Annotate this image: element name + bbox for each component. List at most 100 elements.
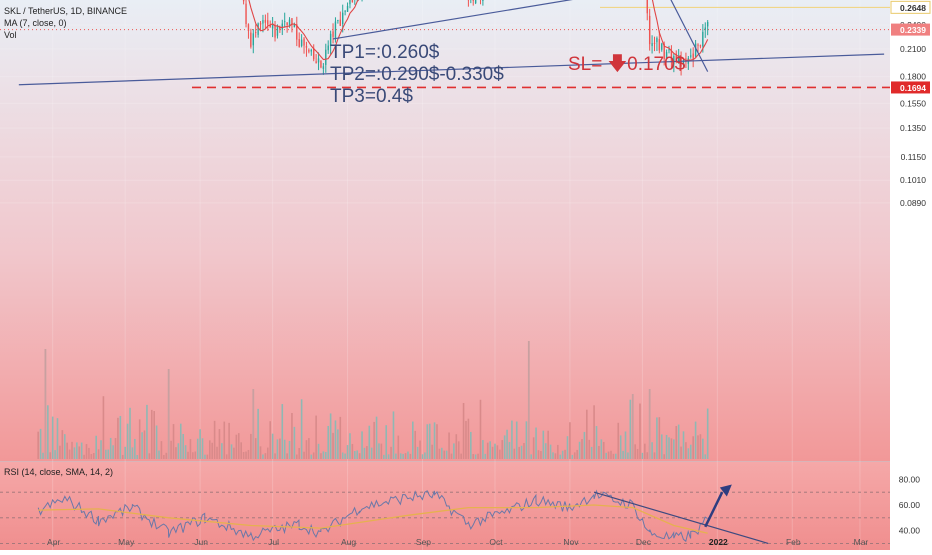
volume-bar: [223, 422, 225, 459]
volume-bar: [226, 454, 228, 459]
volume-bar: [93, 453, 95, 459]
volume-bar: [678, 425, 680, 459]
volume-bar: [596, 426, 598, 459]
volume-bar: [194, 451, 196, 459]
price-level-tag-label: 0.2339: [900, 25, 926, 35]
volume-bar: [257, 409, 259, 459]
volume-bar: [492, 447, 494, 459]
volume-bar: [673, 439, 675, 459]
volume-bar: [231, 444, 233, 459]
volume-bar: [54, 450, 56, 459]
candle-body: [248, 24, 249, 31]
volume-bar: [695, 422, 697, 459]
volume-bar: [552, 452, 554, 459]
volume-bar: [173, 424, 175, 459]
volume-bar: [482, 440, 484, 459]
volume-bar: [586, 410, 588, 459]
volume-bar: [470, 432, 472, 459]
volume-bar: [136, 455, 138, 459]
volume-bar: [485, 454, 487, 459]
price-level-tag-label: 0.2648: [900, 3, 926, 13]
price-tick-label: 0.1800: [900, 72, 926, 82]
volume-bar: [342, 452, 344, 459]
volume-bar: [622, 451, 624, 459]
volume-bar: [668, 437, 670, 459]
candle-body: [250, 33, 251, 47]
volume-bar: [298, 448, 300, 459]
volume-bar: [634, 444, 636, 459]
volume-bar: [494, 444, 496, 459]
volume-bar: [412, 422, 414, 459]
time-tick-label: Apr: [47, 537, 60, 547]
volume-bar: [59, 446, 61, 459]
volume-bar: [146, 405, 148, 459]
volume-bar: [557, 445, 559, 459]
volume-bar: [562, 451, 564, 459]
candle-body: [690, 55, 691, 56]
volume-bar: [170, 441, 172, 459]
candle-body: [311, 50, 312, 52]
volume-bar: [344, 454, 346, 459]
volume-bar: [581, 439, 583, 459]
volume-bar: [182, 434, 184, 459]
volume-bar: [120, 416, 122, 459]
volume-bar: [410, 454, 412, 459]
volume-bar: [378, 443, 380, 459]
volume-bar: [335, 420, 337, 459]
volume-bar: [252, 389, 254, 459]
volume-bar: [296, 455, 298, 459]
volume-bar: [448, 432, 450, 459]
volume-bar: [683, 431, 685, 459]
volume-bar: [228, 423, 230, 459]
volume-bar: [62, 430, 64, 459]
candle-body: [647, 0, 648, 13]
candle-body: [253, 33, 254, 45]
volume-bar: [265, 453, 267, 459]
volume-bar: [572, 455, 574, 459]
volume-bar: [451, 454, 453, 459]
tp1-annotation: TP1=:0.260$: [330, 42, 439, 64]
candle-body: [323, 66, 324, 69]
volume-bar: [141, 432, 143, 459]
volume-bar: [646, 452, 648, 459]
rsi-tick-label: 60.00: [899, 500, 921, 510]
volume-bar: [332, 433, 334, 459]
volume-bar: [303, 452, 305, 459]
volume-bar: [617, 423, 619, 459]
candle-body: [659, 39, 660, 50]
candle-body: [649, 16, 650, 44]
rsi-tick-label: 40.00: [899, 526, 921, 536]
volume-bar: [359, 453, 361, 459]
volume-bar: [221, 443, 223, 459]
volume-bar: [347, 445, 349, 459]
volume-bar: [620, 435, 622, 459]
volume-bar: [207, 455, 209, 459]
volume-bar: [88, 448, 90, 459]
volume-bar: [190, 439, 192, 459]
volume-bar: [675, 426, 677, 459]
volume-bar: [129, 408, 131, 459]
volume-bar: [83, 455, 85, 459]
candle-body: [315, 61, 316, 63]
volume-bar: [702, 439, 704, 459]
volume-bar: [642, 453, 644, 459]
volume-bar: [40, 429, 42, 459]
volume-bar: [504, 435, 506, 459]
candle-body: [320, 61, 321, 67]
volume-bar: [260, 446, 262, 459]
time-tick-label: Feb: [786, 537, 801, 547]
volume-bar: [112, 445, 114, 459]
candle-body: [340, 20, 341, 26]
volume-bar: [243, 452, 245, 459]
volume-bar: [153, 411, 155, 459]
volume-bar: [692, 436, 694, 459]
volume-bar: [103, 396, 105, 459]
volume-bar: [700, 434, 702, 459]
volume-bar: [663, 454, 665, 459]
volume-bar: [323, 451, 325, 459]
volume-bar: [139, 419, 141, 459]
volume-bar: [419, 441, 421, 459]
volume-bar: [349, 433, 351, 459]
volume-bar: [318, 444, 320, 459]
volume-bar: [528, 341, 530, 459]
